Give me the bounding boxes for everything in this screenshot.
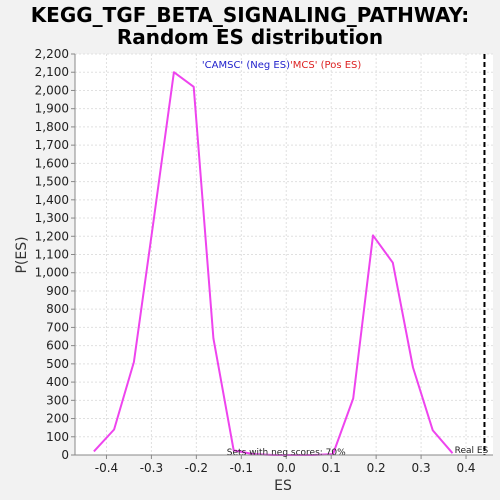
real-es-label: Real ES bbox=[455, 446, 489, 456]
y-tick-label: 1,400 bbox=[35, 193, 69, 207]
y-tick-label: 1,300 bbox=[35, 211, 69, 225]
y-tick-label: 100 bbox=[46, 430, 69, 444]
x-tick-label: 0.3 bbox=[412, 461, 431, 475]
x-tick-label: -0.1 bbox=[230, 461, 253, 475]
x-tick-label: 0.2 bbox=[367, 461, 386, 475]
y-tick-label: 1,500 bbox=[35, 175, 69, 189]
chart-title-line-2: Random ES distribution bbox=[117, 25, 383, 49]
y-tick-label: 2,000 bbox=[35, 83, 69, 97]
y-tick-label: 0 bbox=[61, 448, 69, 462]
grid-lines bbox=[75, 53, 493, 456]
y-axis-label: P(ES) bbox=[14, 236, 30, 273]
y-axis-ticks: 0 100 200 300 400 500 600 700 800 900 1,000 1,100 1,… bbox=[35, 47, 75, 462]
y-tick-label: 2,200 bbox=[35, 47, 69, 61]
y-tick-label: 700 bbox=[46, 320, 69, 334]
x-tick-label: 0.0 bbox=[277, 461, 296, 475]
y-tick-label: 800 bbox=[46, 302, 69, 316]
y-tick-label: 1,700 bbox=[35, 138, 69, 152]
y-tick-label: 1,900 bbox=[35, 102, 69, 116]
y-tick-label: 1,000 bbox=[35, 266, 69, 280]
y-tick-label: 500 bbox=[46, 357, 69, 371]
y-tick-label: 1,100 bbox=[35, 248, 69, 262]
x-axis-label: ES bbox=[274, 478, 292, 494]
y-tick-label: 1,800 bbox=[35, 120, 69, 134]
legend-neg-label: 'CAMSC' (Neg ES) bbox=[202, 60, 290, 71]
x-tick-label: -0.4 bbox=[95, 461, 118, 475]
x-axis-ticks: -0.4 -0.3 -0.2 -0.1 0.0 0.1 0.2 0.3 0.4 bbox=[95, 455, 476, 475]
y-tick-label: 200 bbox=[46, 412, 69, 426]
y-tick-label: 1,600 bbox=[35, 156, 69, 170]
y-tick-label: 600 bbox=[46, 339, 69, 353]
y-tick-label: 2,100 bbox=[35, 65, 69, 79]
x-tick-label: 0.1 bbox=[322, 461, 341, 475]
chart-title-line-1: KEGG_TGF_BETA_SIGNALING_PATHWAY: bbox=[31, 3, 470, 27]
y-tick-label: 900 bbox=[46, 284, 69, 298]
legend-pos-label: 'MCS' (Pos ES) bbox=[290, 60, 361, 71]
y-tick-label: 1,200 bbox=[35, 229, 69, 243]
x-tick-label: 0.4 bbox=[456, 461, 475, 475]
x-tick-label: -0.2 bbox=[185, 461, 208, 475]
x-tick-label: -0.3 bbox=[140, 461, 163, 475]
neg-scores-annotation: Sets with neg scores: 70% bbox=[227, 448, 346, 458]
y-tick-label: 400 bbox=[46, 375, 69, 389]
y-tick-label: 300 bbox=[46, 393, 69, 407]
